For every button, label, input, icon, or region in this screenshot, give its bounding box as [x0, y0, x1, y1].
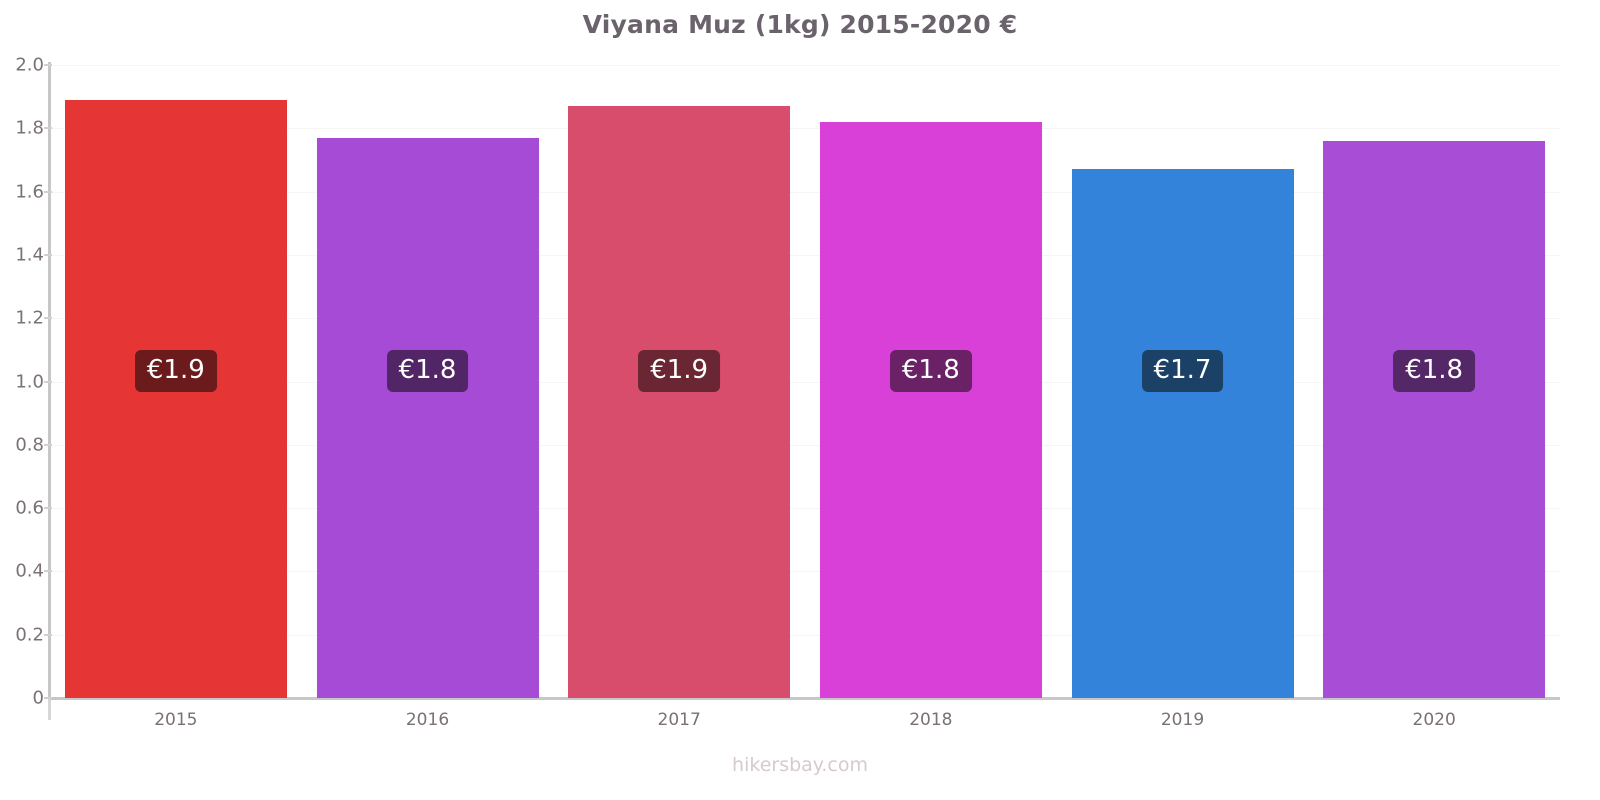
bar-value-label: €1.8 [889, 349, 972, 392]
gridline [50, 444, 1560, 446]
bar-value-label: €1.9 [134, 349, 217, 392]
bar[interactable]: €1.8 [316, 137, 539, 698]
bar-value-label: €1.9 [638, 349, 721, 392]
y-axis-tick-mark [44, 380, 52, 383]
y-axis-tick-mark [44, 317, 52, 320]
y-axis-tick-label: 0.2 [15, 624, 44, 646]
y-axis-tick-mark [44, 64, 52, 66]
y-axis-tick-mark [44, 127, 52, 130]
y-axis-tick-mark [44, 190, 52, 193]
y-axis-tick-label: 0.8 [15, 434, 44, 456]
y-axis-tick-mark [44, 253, 52, 256]
y-axis-tick-label: 1.2 [15, 307, 44, 329]
x-axis-tick-label: 2019 [1160, 710, 1205, 730]
y-axis-tick-label: 0.6 [15, 497, 44, 519]
gridline [50, 634, 1560, 636]
footer-credit: hikersbay.com [732, 754, 868, 776]
gridline [50, 571, 1560, 573]
gridline [50, 65, 1560, 66]
gridline [50, 381, 1560, 383]
x-axis-line [50, 697, 1560, 700]
y-axis-tick-label: 0 [32, 687, 44, 709]
bar-value-label: €1.8 [386, 349, 469, 392]
y-axis-tick-mark [44, 633, 52, 636]
plot-area: €1.9 €1.8 €1.9 €1.8 €1.7 €1.8 [50, 65, 1560, 698]
x-axis-tick-label: 2017 [657, 710, 701, 730]
x-axis-tick-label: 2018 [909, 710, 953, 730]
gridline [50, 128, 1560, 130]
y-axis-tick-label: 2.0 [15, 54, 44, 76]
bar[interactable]: €1.8 [1323, 140, 1546, 698]
gridline [50, 191, 1560, 193]
y-axis-tick-label: 1.4 [15, 244, 44, 266]
bar[interactable]: €1.7 [1071, 169, 1294, 698]
y-axis-tick-mark [44, 697, 52, 699]
chart-title: Viyana Muz (1kg) 2015-2020 € [582, 10, 1018, 39]
y-axis-stub [48, 698, 51, 720]
bar[interactable]: €1.9 [64, 99, 287, 698]
y-axis-tick-mark [44, 443, 52, 446]
gridline [50, 508, 1560, 510]
bar-value-label: €1.8 [1393, 349, 1476, 392]
y-axis-tick-label: 1.8 [15, 117, 44, 139]
y-axis-tick-label: 1.6 [15, 181, 44, 203]
bar[interactable]: €1.9 [568, 106, 791, 698]
x-axis-tick-label: 2020 [1412, 710, 1456, 730]
bar[interactable]: €1.8 [819, 121, 1042, 698]
gridline [50, 318, 1560, 320]
y-axis-tick-label: 1.0 [15, 371, 44, 392]
x-axis-tick-label: 2016 [405, 710, 450, 730]
y-axis-tick-mark [44, 570, 52, 573]
x-axis-tick-label: 2015 [154, 710, 198, 730]
y-axis-tick-label: 0.4 [15, 560, 44, 582]
gridline [50, 254, 1560, 256]
bar-value-label: €1.7 [1141, 349, 1224, 392]
y-axis-tick-mark [44, 507, 52, 510]
